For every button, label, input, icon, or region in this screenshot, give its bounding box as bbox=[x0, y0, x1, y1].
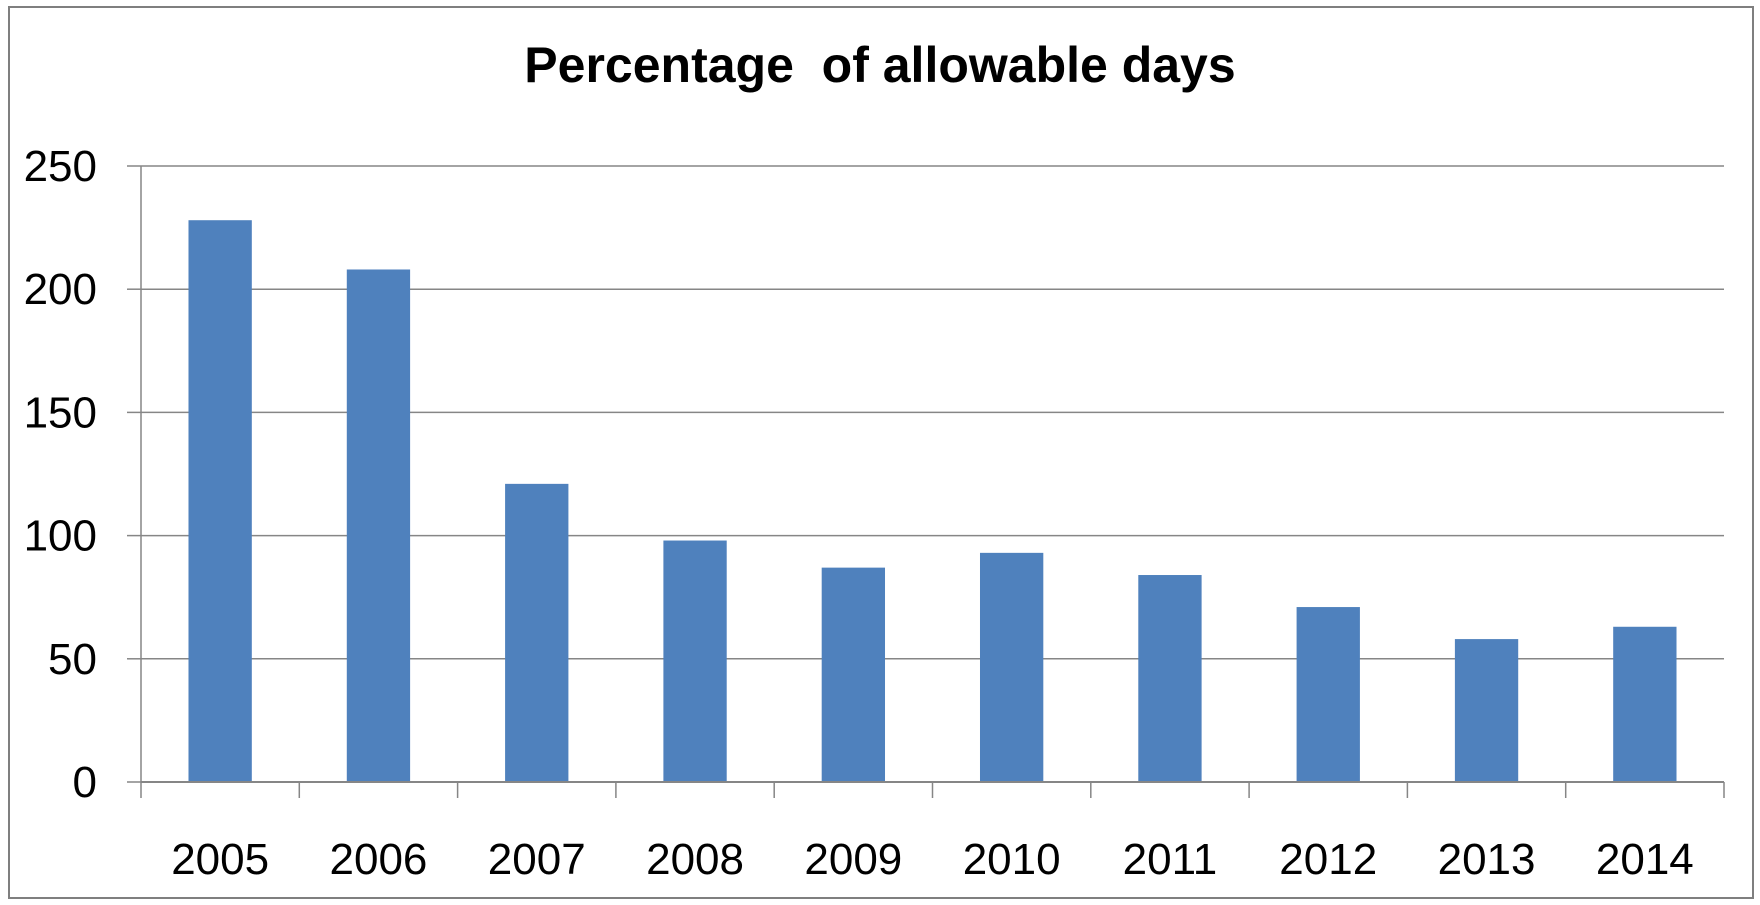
y-tick-label: 200 bbox=[24, 265, 97, 314]
chart-title: Percentage of allowable days bbox=[524, 37, 1235, 93]
x-tick-label: 2009 bbox=[804, 835, 902, 884]
y-tick-label: 250 bbox=[24, 142, 97, 191]
x-tick-label: 2010 bbox=[963, 835, 1061, 884]
x-tick-label: 2006 bbox=[330, 835, 428, 884]
x-tick-label: 2013 bbox=[1438, 835, 1536, 884]
bar-2009 bbox=[821, 567, 886, 782]
bar-2014 bbox=[1613, 626, 1677, 782]
y-tick-label: 0 bbox=[73, 758, 97, 807]
x-tick-labels: 2005 2006 2007 2008 2009 2010 2011 2012 2013 2014 bbox=[171, 835, 1694, 884]
bar-2008 bbox=[663, 540, 727, 782]
bar-2010 bbox=[979, 552, 1044, 782]
y-tick-labels: 0 50 100 150 200 250 bbox=[24, 142, 97, 807]
y-tick-label: 100 bbox=[24, 512, 97, 561]
bar-2006 bbox=[346, 269, 411, 782]
x-tick-label: 2012 bbox=[1279, 835, 1377, 884]
bar-2005 bbox=[188, 220, 252, 782]
y-tick-label: 150 bbox=[24, 388, 97, 437]
bar-2011 bbox=[1138, 575, 1202, 782]
x-tick-label: 2011 bbox=[1123, 835, 1218, 884]
x-tick-label: 2007 bbox=[488, 835, 586, 884]
y-tick-label: 50 bbox=[48, 635, 97, 684]
x-tick-label: 2014 bbox=[1596, 835, 1694, 884]
bars bbox=[188, 220, 1677, 782]
axes bbox=[127, 165, 1725, 798]
bar-2013 bbox=[1454, 639, 1519, 782]
x-tick-label: 2005 bbox=[171, 835, 269, 884]
x-tick-label: 2008 bbox=[646, 835, 744, 884]
bar-2012 bbox=[1296, 607, 1360, 782]
bar-2007 bbox=[505, 483, 569, 782]
